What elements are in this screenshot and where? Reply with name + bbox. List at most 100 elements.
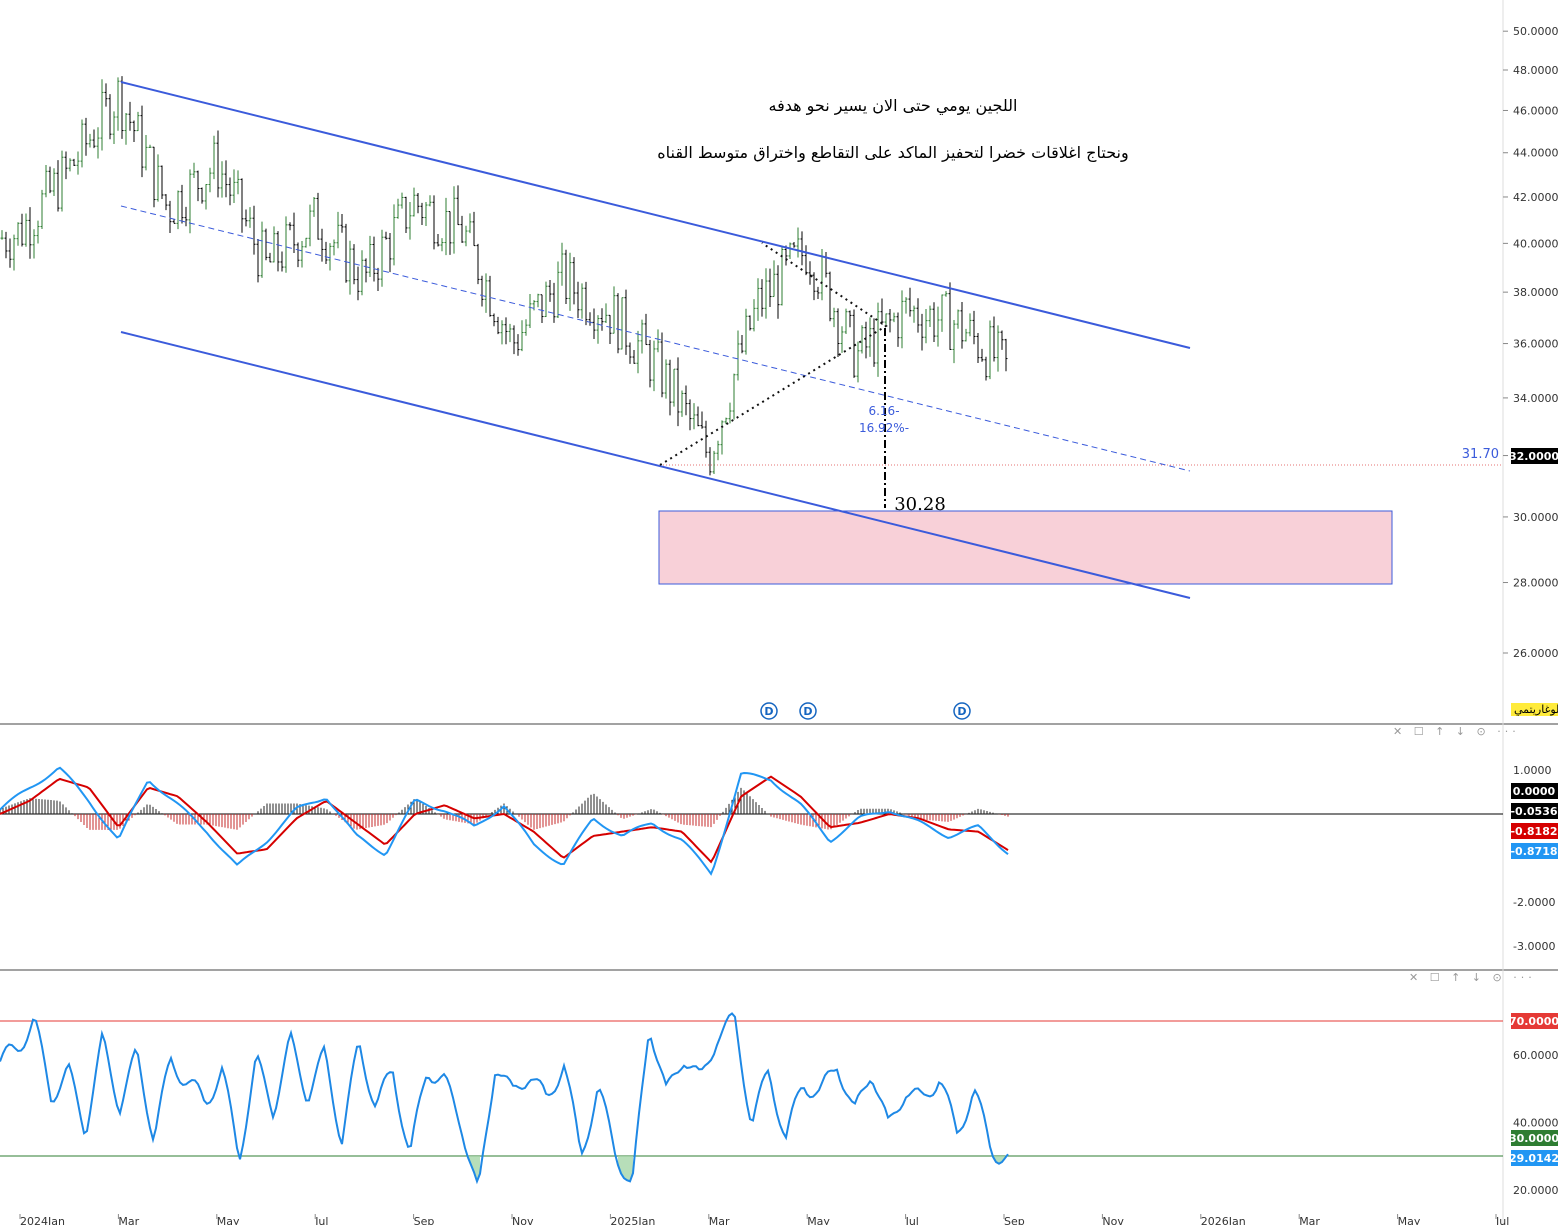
candle xyxy=(600,308,604,331)
candle xyxy=(500,320,504,345)
candle xyxy=(304,237,308,248)
candle xyxy=(40,189,44,229)
candle xyxy=(904,297,908,314)
candle xyxy=(184,206,188,227)
candle xyxy=(296,242,300,268)
candle xyxy=(644,313,648,346)
macd-badge: -0.0536 xyxy=(1510,803,1558,819)
time-tick-label: May xyxy=(217,1215,240,1225)
candle xyxy=(176,190,180,230)
candle xyxy=(964,328,968,342)
candle xyxy=(228,177,232,206)
macd-line xyxy=(0,766,1009,876)
price-panel[interactable]: 6.16- 16.92%- 30.28 اللجين يومي حتى الان… xyxy=(0,25,1558,720)
candle xyxy=(268,252,272,263)
time-axis[interactable]: 2024Jan Mar May Jul Sep Nov 2025Jan Mar May Jul Se… xyxy=(19,1214,1558,1225)
candle xyxy=(440,238,444,252)
candle xyxy=(652,340,656,392)
channel-upper-line[interactable] xyxy=(120,81,1191,349)
candle xyxy=(88,133,92,148)
price-tick-label: 46.0000 xyxy=(1513,104,1558,117)
candle xyxy=(144,135,148,171)
candle xyxy=(504,317,508,345)
dividend-marker[interactable]: D xyxy=(799,702,817,720)
candle xyxy=(760,279,764,317)
dividend-marker[interactable]: D xyxy=(760,702,778,720)
macd-panel[interactable]: 1.0000 -2.0000 -3.0000 0.0000 -0.0536 -0.818… xyxy=(0,764,1558,953)
channel-lower-line[interactable] xyxy=(120,331,1191,599)
candle xyxy=(488,275,492,317)
candle xyxy=(508,323,512,343)
candle xyxy=(924,308,928,344)
candle xyxy=(988,320,992,380)
last-price-value: 32.0000 xyxy=(1509,450,1558,463)
dividend-marker-icon[interactable] xyxy=(953,702,971,720)
candle xyxy=(572,257,576,305)
candle xyxy=(252,205,256,255)
candle xyxy=(404,196,408,233)
candle xyxy=(20,213,24,247)
price-tick-label: 40.0000 xyxy=(1513,237,1558,250)
time-tick-label: Jul xyxy=(314,1215,328,1225)
candle xyxy=(664,359,668,399)
candle xyxy=(64,151,68,180)
candle xyxy=(520,320,524,352)
candle xyxy=(668,359,672,416)
candle xyxy=(60,150,64,212)
macd-panel-tools[interactable]: ✕ ☐ ↑ ↓ ⊙ ··· xyxy=(1393,725,1520,738)
candle xyxy=(204,183,208,210)
time-tick-label: Sep xyxy=(1004,1215,1025,1225)
candle xyxy=(8,238,12,268)
candle xyxy=(476,243,480,285)
dividend-marker[interactable]: D xyxy=(953,702,971,720)
candle xyxy=(776,265,780,319)
candle xyxy=(808,261,812,285)
candle xyxy=(96,127,100,159)
candle xyxy=(492,313,496,327)
candle xyxy=(612,286,616,334)
svg-text:-0.8182: -0.8182 xyxy=(1510,825,1557,838)
candle xyxy=(684,385,688,416)
svg-text:70.0000: 70.0000 xyxy=(1509,1015,1558,1028)
macd-badge: -0.8182 xyxy=(1510,823,1558,839)
price-tick-label: 26.0000 xyxy=(1513,647,1558,660)
candle xyxy=(816,286,820,300)
triangle-pattern[interactable] xyxy=(659,242,888,466)
candle xyxy=(768,268,772,307)
candle xyxy=(576,281,580,318)
candle xyxy=(936,306,940,347)
candle xyxy=(148,144,152,148)
candle xyxy=(656,329,660,353)
candle xyxy=(448,211,452,255)
candle xyxy=(224,160,228,198)
candle xyxy=(212,135,216,180)
candle xyxy=(388,232,392,273)
rsi-panel-tools[interactable]: ✕ ☐ ↑ ↓ ⊙ ··· xyxy=(1409,971,1536,984)
channel-mid-line[interactable] xyxy=(120,205,1191,472)
candle xyxy=(480,275,484,307)
candle xyxy=(412,187,416,217)
candle xyxy=(172,219,176,224)
log-scale-toggle[interactable]: لوغاريتمي xyxy=(1511,703,1558,716)
candle xyxy=(680,390,684,417)
candle xyxy=(548,279,552,302)
candle xyxy=(276,231,280,272)
candle xyxy=(164,194,168,211)
candle xyxy=(660,332,664,398)
candle xyxy=(192,162,196,179)
macd-y-axis: 1.0000 -2.0000 -3.0000 xyxy=(1513,764,1555,953)
candle xyxy=(328,243,332,271)
candle xyxy=(472,211,476,247)
rsi-panel[interactable]: 60.0000 40.0000 20.0000 70.0000 30.0000 29.0… xyxy=(0,1012,1558,1197)
candle xyxy=(428,195,432,207)
candle xyxy=(636,330,640,374)
candle xyxy=(916,298,920,333)
dividend-marker-icon[interactable] xyxy=(760,702,778,720)
candle xyxy=(240,178,244,233)
candle xyxy=(372,236,376,282)
candle xyxy=(888,309,892,333)
dividend-marker-icon[interactable] xyxy=(799,702,817,720)
candle xyxy=(744,308,748,355)
candle xyxy=(300,241,304,268)
